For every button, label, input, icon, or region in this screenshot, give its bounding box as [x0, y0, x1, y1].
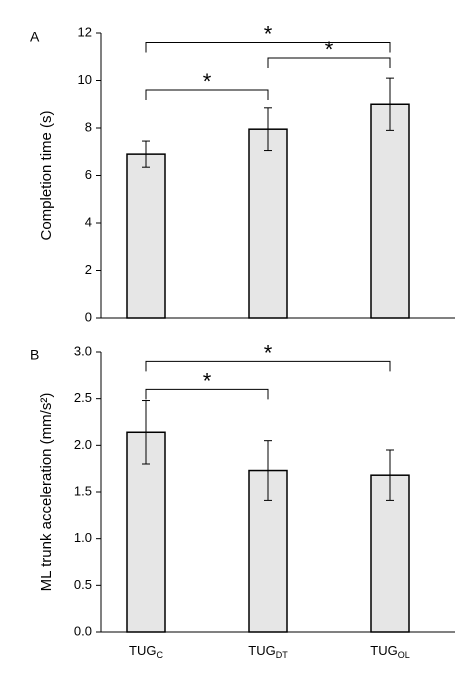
bar-tugol	[370, 474, 410, 633]
bar-tugdt	[248, 469, 288, 633]
y-tick-label: 8	[85, 119, 92, 134]
bar-tugc	[126, 431, 166, 633]
significance-bracket	[267, 57, 391, 68]
y-tick-label: 0.5	[74, 577, 92, 592]
y-tick-label: 6	[85, 167, 92, 182]
significance-star: *	[325, 37, 334, 62]
x-tick-label: TUGOL	[370, 643, 409, 660]
chart-panel-b: B 0.0 0.5 1.0 1.5 2.0 2.5 3.0 ML trunk accelerat…	[30, 340, 455, 638]
x-category-labels: TUGC TUGDT TUGOL	[129, 643, 410, 660]
significance-star: *	[264, 22, 273, 47]
y-tick-label: 2.5	[74, 390, 92, 405]
y-tick-label: 0.0	[74, 623, 92, 638]
panel-label: B	[30, 347, 39, 363]
bar-tugc	[126, 153, 166, 319]
significance-bracket	[145, 388, 269, 400]
panel-label: A	[30, 29, 40, 45]
y-tick-label: 1.0	[74, 530, 92, 545]
x-tick-label: TUGC	[129, 643, 163, 660]
significance-star: *	[264, 340, 273, 365]
significance-bracket	[145, 42, 391, 53]
bar-tugdt	[248, 128, 288, 319]
y-tick-label: 10	[78, 72, 92, 87]
y-axis-title: ML trunk acceleration (mm/s²)	[38, 393, 55, 592]
significance-bracket	[145, 89, 269, 100]
significance-star: *	[203, 69, 212, 94]
y-tick-label: 4	[85, 214, 92, 229]
x-tick-label: TUGDT	[248, 643, 288, 660]
significance-bracket	[145, 360, 391, 372]
y-axis-title: Completion time (s)	[38, 110, 55, 240]
y-tick-label: 2.0	[74, 437, 92, 452]
chart-panel-a: A 0 2 4 6 8 10 12 Completion time (s) * * *	[30, 22, 455, 324]
y-tick-label: 3.0	[74, 343, 92, 358]
bar-tugol	[370, 103, 410, 319]
y-tick-label: 1.5	[74, 483, 92, 498]
y-tick-label: 2	[85, 262, 92, 277]
y-tick-label: 0	[85, 309, 92, 324]
y-tick-label: 12	[78, 24, 92, 39]
significance-star: *	[203, 368, 212, 393]
